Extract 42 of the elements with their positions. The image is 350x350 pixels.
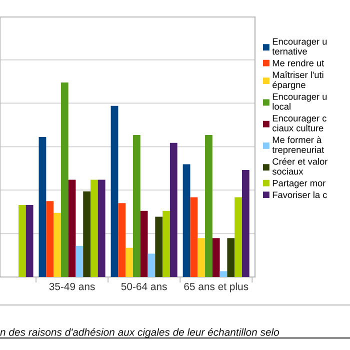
bar: [90, 180, 98, 277]
bar: [18, 205, 26, 277]
bar: [140, 210, 148, 277]
bar: [60, 82, 68, 277]
bar: [198, 238, 206, 277]
bar: [118, 203, 126, 277]
legend-label: Créer et valor sociaux: [272, 158, 328, 175]
legend-label: Encourager u ternative: [272, 38, 327, 55]
bar: [170, 142, 178, 277]
bar: [148, 254, 156, 277]
bar: [98, 180, 106, 277]
bar: [162, 210, 170, 277]
bar: [182, 164, 190, 277]
legend-label: Maîtriser l'uti épargne: [272, 71, 324, 90]
bar: [242, 170, 250, 277]
bar: [155, 216, 163, 277]
legend-label: Favoriser la c: [272, 191, 327, 198]
bar: [132, 135, 140, 277]
bar: [205, 135, 212, 277]
bar: [227, 238, 235, 277]
bar: [212, 238, 220, 277]
bar: [38, 136, 46, 277]
x-tick-label: 50-64 ans: [121, 282, 167, 290]
bar: [76, 246, 84, 277]
bar: [83, 191, 91, 277]
bar: [68, 180, 76, 277]
legend-label: Partager mor: [272, 180, 326, 188]
legend-label: Me former à trepreneuriat: [272, 136, 324, 155]
legend-label: Me rendre ut: [272, 60, 324, 66]
bar: [46, 201, 54, 277]
legend-label: Encourager u local: [272, 93, 327, 110]
bar: [190, 197, 198, 277]
text: n des raisons d'adhésion aux cigales de leur échantillon selo: [0, 328, 280, 338]
x-tick-label: 35-49 ans: [49, 282, 95, 290]
bar: [110, 106, 118, 277]
bar: [54, 212, 61, 277]
x-tick-label: 65 ans et plus: [184, 282, 248, 292]
legend-label: Encourager c ciaux culture: [272, 115, 326, 132]
bar: [26, 205, 34, 277]
bar: [220, 271, 228, 277]
bar: [126, 248, 133, 277]
bar: [234, 197, 242, 277]
